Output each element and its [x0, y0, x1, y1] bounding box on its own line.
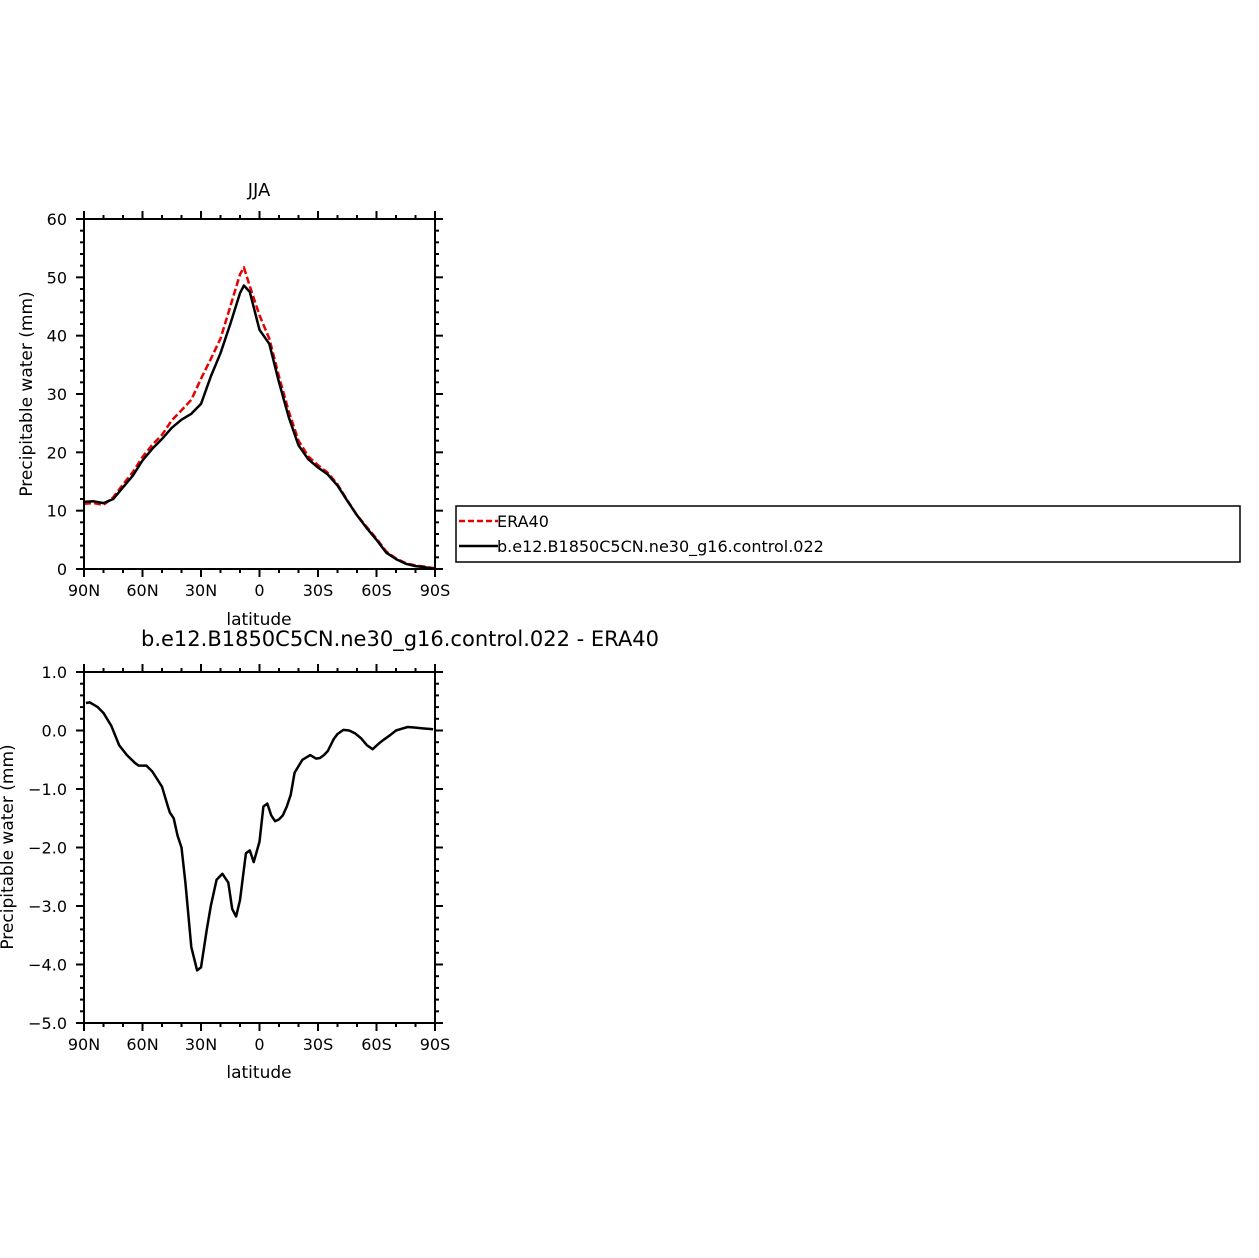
x-tick-label: 30N	[185, 1035, 217, 1054]
legend-box	[455, 505, 1241, 563]
y-tick-label: −1.0	[28, 780, 67, 799]
y-tick-label: −2.0	[28, 839, 67, 858]
x-tick-label: 90N	[68, 581, 100, 600]
panel-bottom: b.e12.B1850C5CN.ne30_g16.control.022 - E…	[0, 620, 659, 1083]
panel-top-x-label: latitude	[226, 610, 291, 630]
y-tick-label: 50	[47, 268, 67, 287]
x-tick-label: 30S	[303, 1035, 334, 1054]
x-tick-label: 90N	[68, 1035, 100, 1054]
panel-top: JJA 90N 60N 30N 0 30S 60S 90S 0 10 20 30 40 50 60 la…	[17, 180, 450, 630]
x-tick-label: 30N	[185, 581, 217, 600]
panel-bottom-lines	[85, 701, 434, 972]
y-tick-label: −5.0	[28, 1014, 67, 1033]
y-tick-label: 10	[47, 502, 67, 521]
x-tick-label: 60S	[361, 1035, 392, 1054]
era40-line	[83, 266, 436, 570]
x-tick-label: 60N	[126, 1035, 158, 1054]
x-tick-label: 60S	[361, 581, 392, 600]
legend-era40-label: ERA40	[497, 512, 549, 531]
panel-top-y-ticks: 0 10 20 30 40 50 60	[47, 210, 443, 579]
panel-top-y-label: Precipitable water (mm)	[17, 291, 37, 496]
panel-bottom-y-label: Precipitable water (mm)	[0, 744, 18, 949]
y-tick-label: 0.0	[42, 722, 67, 741]
y-tick-label: 60	[47, 210, 67, 229]
panel-bottom-y-label-clip: Precipitable water (mm)	[0, 744, 18, 949]
panel-bottom-title: b.e12.B1850C5CN.ne30_g16.control.022 - E…	[141, 627, 659, 652]
panel-top-title: JJA	[247, 180, 271, 201]
x-tick-label: 90S	[420, 581, 451, 600]
panel-top-x-ticks: 90N 60N 30N 0 30S 60S 90S	[68, 211, 450, 600]
panel-bottom-plot-frame	[83, 671, 436, 1024]
panel-bottom-y-ticks: 1.0 0.0 −1.0 −2.0 −3.0 −4.0 −5.0	[28, 663, 443, 1033]
panel-bottom-title-clip-mask	[0, 620, 3, 656]
panel-bottom-x-label: latitude	[226, 1063, 291, 1083]
x-tick-label: 0	[254, 1035, 264, 1054]
y-tick-label: 1.0	[42, 663, 67, 682]
model-line	[83, 284, 436, 571]
y-tick-label: −4.0	[28, 956, 67, 975]
model-line	[85, 701, 434, 972]
panel-top-lines	[83, 266, 436, 571]
x-tick-label: 60N	[126, 581, 158, 600]
y-tick-label: 0	[57, 560, 67, 579]
y-tick-label: 40	[47, 327, 67, 346]
y-tick-label: −3.0	[28, 897, 67, 916]
x-tick-label: 0	[254, 581, 264, 600]
panel-top-plot-frame	[83, 218, 436, 570]
panel-bottom-x-ticks: 90N 60N 30N 0 30S 60S 90S	[68, 664, 450, 1054]
y-tick-label: 30	[47, 385, 67, 404]
y-tick-label: 20	[47, 443, 67, 462]
x-tick-label: 90S	[420, 1035, 451, 1054]
x-tick-label: 30S	[303, 581, 334, 600]
legend: ERA40 b.e12.B1850C5CN.ne30_g16.control.0…	[455, 505, 1241, 563]
legend-model-label: b.e12.B1850C5CN.ne30_g16.control.022	[497, 537, 824, 557]
